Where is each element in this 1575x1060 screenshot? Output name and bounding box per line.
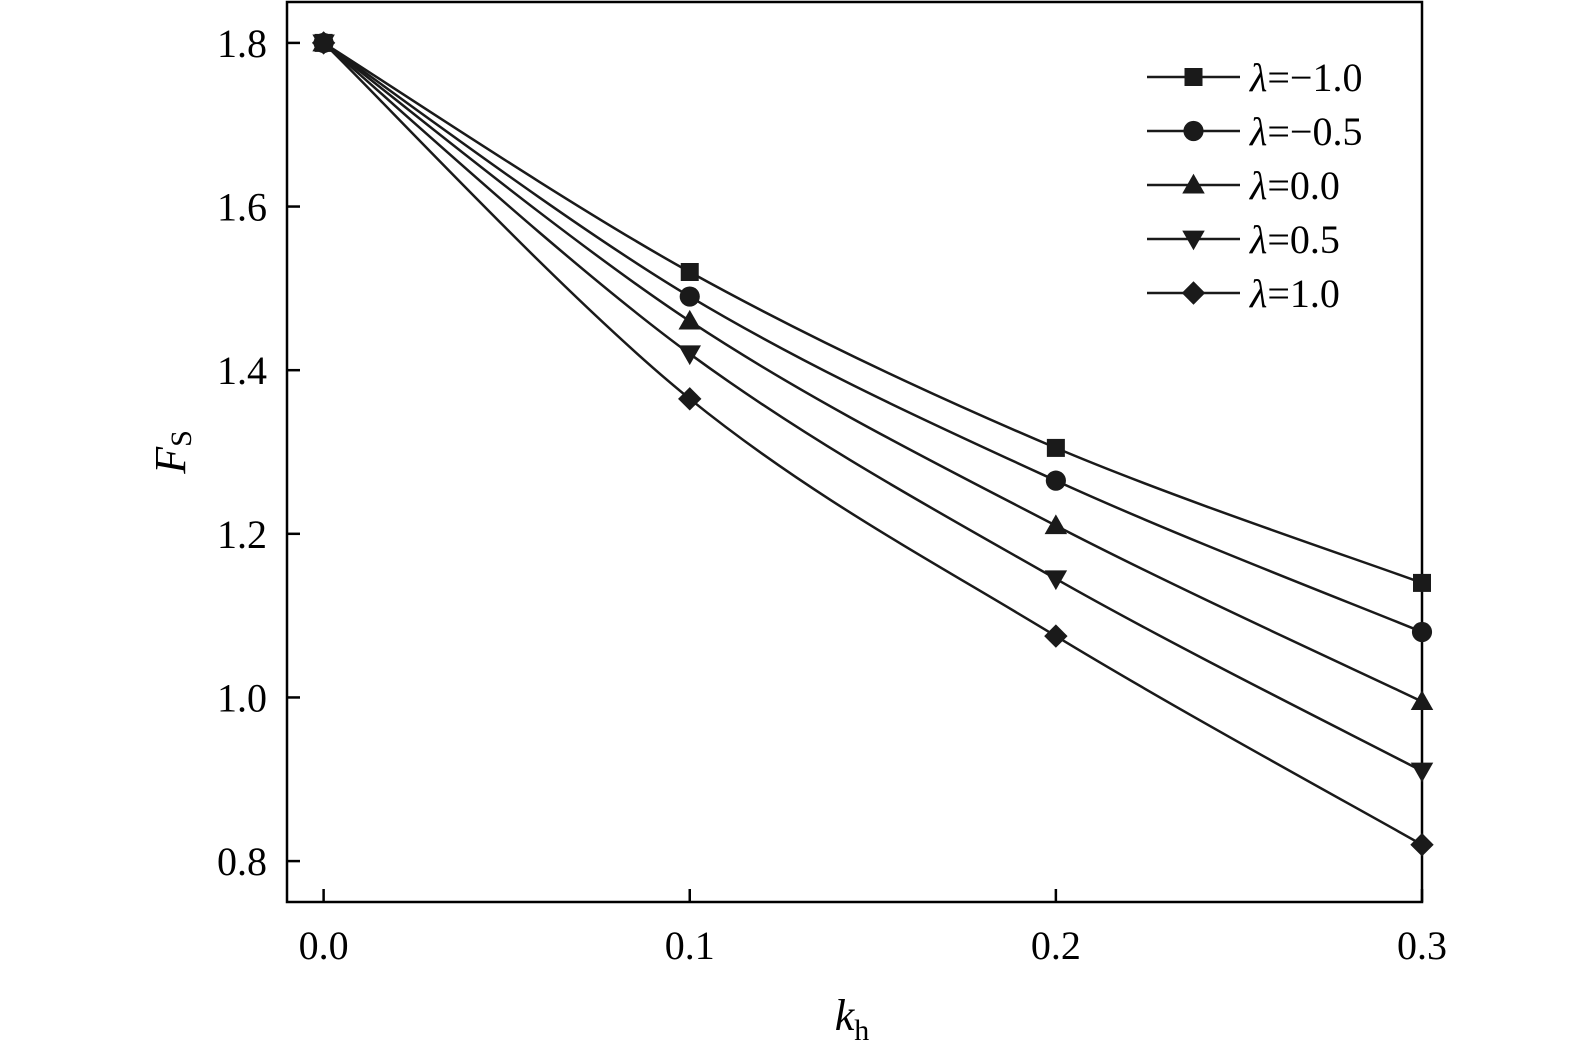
x-tick-label: 0.2 xyxy=(1031,923,1081,968)
legend-label: λ=1.0 xyxy=(1249,271,1340,316)
y-axis-label: FS xyxy=(146,430,198,475)
legend-item: λ=−0.5 xyxy=(1147,109,1362,154)
legend-symbol: λ xyxy=(1249,109,1267,154)
legend-marker xyxy=(1182,230,1205,251)
legend-value: =−0.5 xyxy=(1267,109,1362,154)
series-0-point-1 xyxy=(680,263,699,281)
series-4-point-0 xyxy=(311,31,336,55)
legend-marker xyxy=(1183,120,1204,142)
legend-label: λ=0.5 xyxy=(1249,217,1340,262)
legend-value: =1.0 xyxy=(1267,271,1340,316)
x-tick-label: 0.1 xyxy=(665,923,715,968)
legend-value: =0.0 xyxy=(1267,163,1340,208)
series-1-point-1 xyxy=(679,286,700,307)
legend-symbol: λ xyxy=(1249,55,1267,100)
x-tick-label: 0.3 xyxy=(1397,923,1447,968)
plot-frame xyxy=(285,0,1424,904)
legend-symbol: λ xyxy=(1249,163,1267,208)
series-4-point-1 xyxy=(678,387,702,411)
x-tick-label: 0.0 xyxy=(299,923,349,968)
legend-label: λ=0.0 xyxy=(1249,163,1340,208)
x-axis-ticks: 0.0 0.1 0.2 0.3 xyxy=(299,889,1447,968)
legend-marker xyxy=(1182,173,1205,194)
x-axis-label-sub: h xyxy=(854,1014,869,1047)
series-0-point-3 xyxy=(1413,573,1431,592)
legend-marker xyxy=(1181,281,1206,305)
series-line-3 xyxy=(322,41,1423,773)
series-3-point-2 xyxy=(1044,570,1068,591)
legend-label: λ=−1.0 xyxy=(1249,55,1362,100)
series-lines xyxy=(322,41,1423,846)
y-axis-label-main: F xyxy=(146,446,195,475)
legend-label: λ=−0.5 xyxy=(1249,109,1362,154)
legend-item: λ=1.0 xyxy=(1147,271,1340,316)
legend-item: λ=0.0 xyxy=(1147,163,1340,208)
legend-symbol: λ xyxy=(1249,271,1267,316)
series-2-point-3 xyxy=(1410,690,1434,710)
series-line-0 xyxy=(322,41,1423,585)
series-2-point-1 xyxy=(678,309,701,330)
series-0-point-2 xyxy=(1046,438,1065,457)
y-axis-label-sub: S xyxy=(165,430,198,447)
y-tick-label: 1.0 xyxy=(217,675,267,720)
x-axis-label: kh xyxy=(835,991,870,1047)
y-tick-label: 0.8 xyxy=(217,839,267,884)
series-3-point-1 xyxy=(678,345,701,366)
series-4-point-2 xyxy=(1044,624,1068,648)
series-1-point-2 xyxy=(1045,470,1066,491)
legend-marker xyxy=(1184,68,1203,86)
legend: λ=−1.0λ=−0.5λ=0.0λ=0.5λ=1.0 xyxy=(1147,55,1362,316)
series-line-4 xyxy=(322,42,1423,846)
x-axis-label-main: k xyxy=(835,991,856,1040)
y-axis-ticks: 0.8 1.0 1.2 1.4 1.6 1.8 xyxy=(217,21,300,884)
series-line-1 xyxy=(322,41,1423,634)
series-2-point-2 xyxy=(1044,514,1068,535)
y-tick-label: 1.4 xyxy=(217,348,267,393)
series-line-2 xyxy=(322,41,1423,703)
legend-item: λ=−1.0 xyxy=(1147,55,1362,100)
series-3-point-3 xyxy=(1410,762,1434,783)
series-4-point-3 xyxy=(1410,833,1434,857)
series-1-point-3 xyxy=(1411,621,1433,643)
y-tick-label: 1.8 xyxy=(217,21,267,66)
y-tick-label: 1.6 xyxy=(217,185,267,230)
series-markers xyxy=(311,31,1434,857)
legend-symbol: λ xyxy=(1249,217,1267,262)
legend-item: λ=0.5 xyxy=(1147,217,1340,262)
legend-value: =−1.0 xyxy=(1267,55,1362,100)
y-tick-label: 1.2 xyxy=(217,512,267,557)
legend-value: =0.5 xyxy=(1267,217,1340,262)
